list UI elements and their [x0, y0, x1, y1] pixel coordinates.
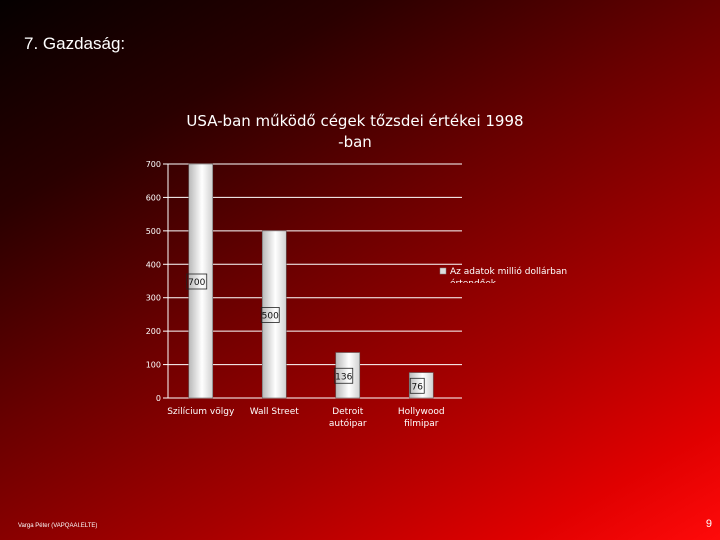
page-number: 9 — [705, 518, 712, 530]
slide-title: 7. Gazdaság: — [24, 34, 126, 53]
data-label-box — [260, 307, 280, 323]
y-tick-label: 400 — [146, 260, 161, 269]
y-tick-label: 300 — [146, 294, 161, 303]
bar — [335, 352, 361, 399]
chart-title-line: -ban — [338, 133, 372, 151]
x-tick-label: autóipar — [329, 418, 367, 429]
y-tick-label: 0 — [156, 394, 161, 403]
x-tick-label: Detroit — [332, 407, 364, 417]
y-tick-label: 700 — [146, 160, 161, 169]
data-label-box — [186, 273, 208, 290]
x-tick-label: Wall Street — [250, 407, 300, 417]
bars — [188, 163, 434, 399]
bar — [408, 372, 434, 399]
x-tick-label: Hollywood — [398, 407, 445, 417]
y-tick-label: 200 — [146, 327, 161, 336]
legend-label: értendőek — [450, 278, 497, 289]
data-label-box — [409, 377, 425, 394]
legend-swatch — [439, 267, 447, 275]
x-tick-label: filmipar — [404, 419, 439, 429]
data-labels: 700 500 136 76 — [186, 273, 425, 394]
legend-label: Az adatok millió dollárban — [450, 266, 567, 277]
y-tick-label: 500 — [146, 227, 161, 236]
y-tick-label: 600 — [146, 193, 161, 202]
data-label: 700 — [188, 278, 205, 288]
chart-title: USA-ban működő cégek tőzsdei értékei 199… — [186, 112, 523, 151]
x-tick-labels: Szilícium völgy Wall Street Detroitautóipa… — [167, 407, 444, 429]
data-label-box — [334, 367, 354, 384]
x-tick-label: Szilícium völgy — [167, 407, 235, 417]
gridlines: 0 100 200 300 400 500 600 700 — [146, 160, 462, 403]
bar — [261, 230, 287, 399]
y-tick-label: 100 — [146, 361, 161, 370]
data-label: 500 — [262, 311, 279, 321]
bar — [188, 163, 214, 399]
chart-title-line: USA-ban működő cégek tőzsdei értékei 199… — [186, 112, 523, 130]
data-label: 136 — [335, 372, 352, 382]
data-label: 76 — [412, 382, 424, 392]
footer-credit: Varga Péter (VAPQAAI.ELTE) — [18, 523, 98, 529]
